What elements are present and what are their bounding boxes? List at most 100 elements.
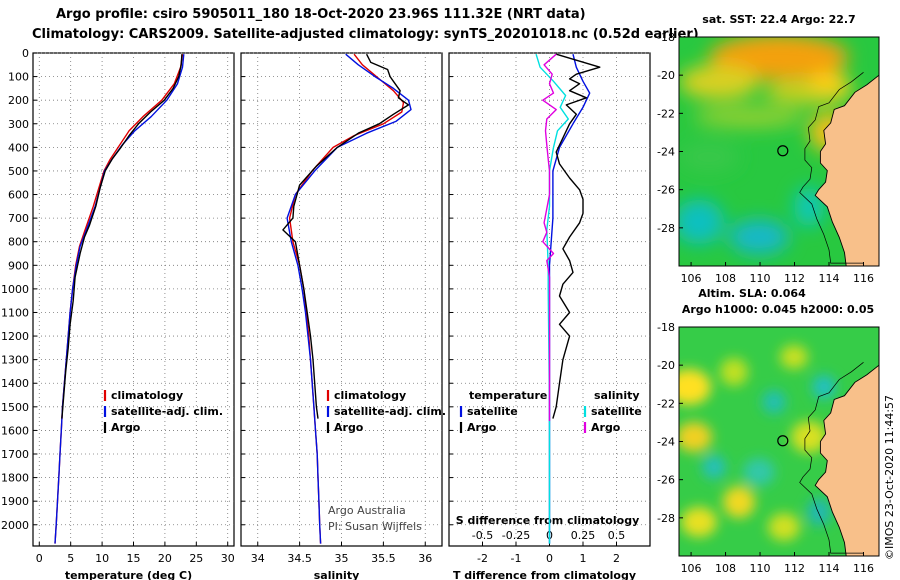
- chart-title-line1: Argo profile: csiro 5905011_180 18-Oct-2…: [56, 7, 586, 22]
- series-line-satellite-adj-clim-: [286, 53, 412, 544]
- map-x-tick-label: 110: [750, 272, 771, 285]
- sla-blob: [702, 455, 726, 479]
- y-tick-label: 600: [8, 189, 29, 202]
- y-tick-label: 200: [8, 94, 29, 107]
- legend-label: Argo: [467, 421, 497, 434]
- y-tick-label: 1100: [1, 306, 29, 319]
- legend-label: Argo: [591, 421, 621, 434]
- x2-tick-label: -0.5: [472, 529, 493, 542]
- y-tick-label: 1600: [1, 424, 29, 437]
- map-y-tick-label: -26: [657, 184, 675, 197]
- y-tick-label: 1300: [1, 354, 29, 367]
- y-tick-label: 1900: [1, 495, 29, 508]
- x-tick-label: -1: [511, 552, 522, 565]
- map-title: Altim. SLA: 0.064: [698, 287, 806, 300]
- map-y-tick-label: -20: [657, 69, 675, 82]
- depth-contour: [799, 72, 864, 264]
- x-tick-label: 35.5: [371, 552, 396, 565]
- plot-frame: [240, 52, 443, 547]
- x-tick-label: 15: [127, 552, 141, 565]
- map-y-tick-label: -22: [657, 107, 675, 120]
- x-tick-label: 36: [418, 552, 432, 565]
- sla-blob: [791, 421, 827, 453]
- sla-blob: [679, 369, 711, 405]
- land-mass: [814, 327, 879, 556]
- sla-blob: [780, 345, 808, 369]
- legend-header-temperature: temperature: [469, 389, 547, 402]
- legend-label: satellite-adj. clim.: [334, 405, 446, 418]
- sla-blob: [768, 513, 800, 541]
- legend-label: satellite-adj. clim.: [111, 405, 223, 418]
- map-y-tick-label: -28: [657, 222, 675, 235]
- y-tick-label: 1800: [1, 472, 29, 485]
- y-tick-label: 800: [8, 236, 29, 249]
- map-title: sat. SST: 22.4 Argo: 22.7: [702, 13, 855, 26]
- sla-blob: [807, 498, 831, 526]
- y-tick-label: 300: [8, 118, 29, 131]
- y-tick-label: 500: [8, 165, 29, 178]
- x2-tick-label: 0.25: [571, 529, 596, 542]
- x-tick-label: 20: [158, 552, 172, 565]
- map-y-tick-label: -28: [657, 512, 675, 525]
- sla-blob: [681, 507, 717, 537]
- map-y-tick-label: -24: [657, 436, 675, 449]
- x-axis-label: temperature (deg C): [65, 569, 192, 580]
- credit-note: PI: Susan Wijffels: [328, 520, 422, 533]
- map-x-tick-label: 114: [819, 562, 840, 575]
- sla-blob: [762, 390, 786, 414]
- map-y-tick-label: -22: [657, 397, 675, 410]
- y-tick-label: 1500: [1, 401, 29, 414]
- sst-field-blobs: [679, 37, 854, 255]
- sst-blob: [679, 64, 759, 100]
- series-line-s-argo: [542, 53, 557, 421]
- chart-title-line2: Climatology: CARS2009. Satellite-adjuste…: [32, 27, 699, 42]
- legend-label: Argo: [334, 421, 364, 434]
- y-tick-label: 1200: [1, 330, 29, 343]
- plot-frame: [32, 52, 235, 547]
- panel-temperature: 0100200300400500600700800900100011001200…: [1, 47, 235, 580]
- series-line-argo: [282, 53, 410, 419]
- x-tick-label: 34.5: [287, 552, 312, 565]
- x-tick-label: 35: [335, 552, 349, 565]
- x-tick-label: 34: [251, 552, 265, 565]
- panel-difference: -2 -1 0 1 2 T difference from climatology -0.5…: [448, 52, 651, 580]
- map-title: Argo h1000: 0.045 h2000: 0.05: [682, 303, 874, 316]
- x-axis-label: T difference from climatology: [453, 569, 636, 580]
- sla-blob: [812, 375, 836, 399]
- map-x-tick-label: 116: [853, 272, 874, 285]
- argo-position-marker: [777, 435, 789, 447]
- map-sst: -18 -20 -22 -24 -26 -28 106 108 110 112 114 116 sat.…: [657, 13, 880, 285]
- x-tick-label: 0: [36, 552, 43, 565]
- x-axis-label: salinity: [314, 569, 360, 580]
- map-y-tick-label: -20: [657, 359, 675, 372]
- sst-blob: [809, 72, 849, 92]
- map-x-tick-label: 112: [784, 272, 805, 285]
- map-field: [679, 327, 879, 556]
- map-x-tick-label: 116: [853, 562, 874, 575]
- series-line-t-argo: [552, 53, 601, 419]
- map-y-tick-label: -18: [657, 31, 675, 44]
- y-tick-label: 400: [8, 141, 29, 154]
- panel-salinity: 34 34.5 35 35.5 36 salinity climatology satelli…: [240, 52, 446, 580]
- x2-axis-label: S difference from climatology: [456, 514, 640, 527]
- copyright-credit: ©IMOS 23-Oct-2020 11:44:57: [883, 394, 896, 560]
- map-x-tick-label: 106: [681, 562, 702, 575]
- sla-blob: [743, 458, 775, 486]
- y-tick-label: 900: [8, 259, 29, 272]
- legend-header-salinity: salinity: [594, 389, 640, 402]
- legend-label: climatology: [111, 389, 183, 402]
- credit-note: Argo Australia: [328, 504, 406, 517]
- map-x-tick-label: 112: [784, 562, 805, 575]
- x-tick-label: -2: [477, 552, 488, 565]
- sla-blob: [679, 422, 712, 452]
- legend-label: satellite: [591, 405, 642, 418]
- y-tick-label: 1000: [1, 283, 29, 296]
- sst-blob: [679, 142, 739, 172]
- x-tick-label: 10: [95, 552, 109, 565]
- series-line-satellite-adj-clim-: [54, 54, 185, 544]
- map-field: [679, 37, 879, 266]
- argo-position-marker: [777, 145, 789, 157]
- x-tick-label: 5: [67, 552, 74, 565]
- map-x-tick-label: 108: [715, 562, 736, 575]
- map-y-tick-label: -18: [657, 321, 675, 334]
